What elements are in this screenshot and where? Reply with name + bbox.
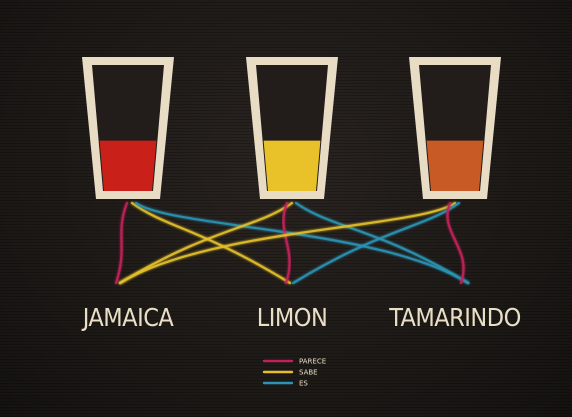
link-limon-sabe-jamaica [118,201,294,285]
label-limon: LIMON [257,303,328,332]
glass-tamarindo [409,57,501,199]
liquid-limon [263,140,321,191]
glass-jamaica [82,57,174,199]
liquid-jamaica [99,140,157,191]
link-limon-parece-limon [282,201,291,285]
connection-lines [114,201,470,285]
link-jamaica-sabe-limon [130,201,292,285]
label-jamaica: JAMAICA [81,303,175,332]
glasses-group [82,57,501,199]
link-tamarindo-parece-tamarindo [446,201,465,285]
legend-label: PARECE [299,358,326,366]
legend-item-sabe: SABE [262,369,318,377]
legend-label: ES [299,380,308,388]
legend-item-es: ES [262,380,308,388]
liquid-tamarindo [426,140,484,191]
legend-item-parece: PARECE [262,358,326,366]
link-tamarindo-sabe-jamaica [118,201,457,285]
link-limon-es-tamarindo [294,201,470,285]
drink-labels: JAMAICA LIMON TAMARINDO [81,303,522,332]
label-tamarindo: TAMARINDO [388,303,521,332]
legend: PARECE SABE ES [262,358,326,388]
legend-label: SABE [299,369,318,377]
link-jamaica-parece-jamaica [114,201,129,285]
link-jamaica-es-tamarindo [134,201,470,285]
glass-limon [246,57,338,199]
link-tamarindo-es-limon [292,201,461,285]
